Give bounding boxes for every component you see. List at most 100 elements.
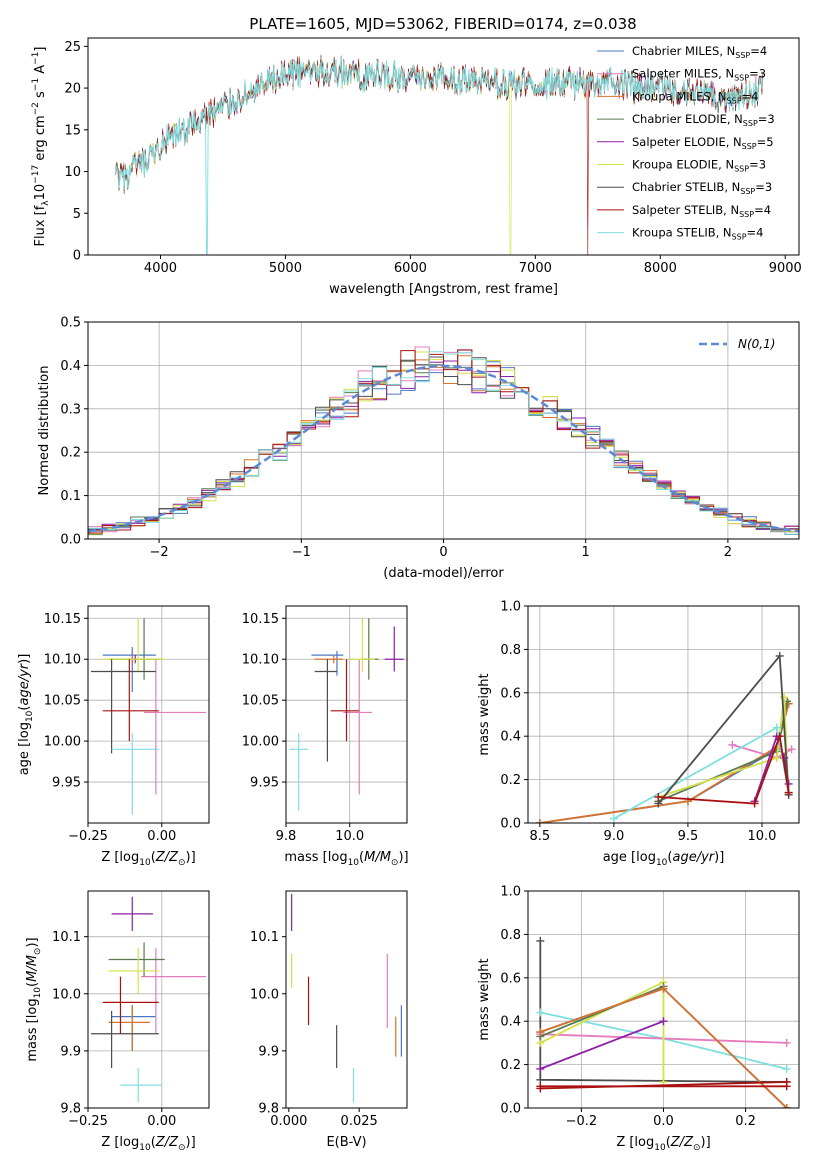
plot-area bbox=[115, 54, 764, 255]
weight-marker-salpeter-miles bbox=[787, 745, 796, 754]
y-tick-label: 10.05 bbox=[44, 694, 81, 709]
label-part: s bbox=[33, 91, 48, 102]
legend-count: =3 bbox=[758, 112, 775, 126]
label-part: wavelength [Angstrom, rest frame] bbox=[329, 282, 558, 297]
weight-line-kroupa-elodie bbox=[539, 980, 665, 1082]
label-part: ( bbox=[666, 1135, 671, 1150]
label-part: mass weight bbox=[477, 673, 492, 755]
label-part: Z/Z bbox=[155, 850, 179, 865]
weight-marker-salpeter-elodie bbox=[659, 1017, 668, 1026]
y-tick-label: 10.05 bbox=[242, 694, 279, 709]
y-axis-label: mass weight bbox=[477, 958, 492, 1040]
x-tick-label: 4000 bbox=[144, 261, 177, 276]
y-axis-label: age [log10(age/yr)] bbox=[17, 654, 35, 776]
legend-count: =4 bbox=[754, 203, 771, 217]
x-tick-label: 0.00 bbox=[147, 1114, 176, 1129]
legend-count: =4 bbox=[747, 226, 764, 240]
weight-line-salpeter-stelib bbox=[540, 1081, 787, 1090]
legend-subscript: SSP bbox=[739, 210, 754, 219]
legend-label: Kroupa ELODIE, N bbox=[632, 158, 734, 172]
label-part: −2 bbox=[31, 102, 41, 115]
spectrum-panel: 4000 5000 6000 7000 8000 9000 0 5 10 15 20 25 wavele… bbox=[31, 37, 802, 297]
weight-marker-kroupa-miles bbox=[659, 984, 668, 993]
x-axis-label: age [log10(age/yr)] bbox=[603, 850, 725, 868]
label-part: ] bbox=[33, 47, 48, 52]
legend-subscript: SSP bbox=[734, 74, 749, 83]
legend-subscript: SSP bbox=[732, 233, 747, 242]
y-tick-label: 0.6 bbox=[500, 971, 521, 986]
label-part: mass weight bbox=[477, 958, 492, 1040]
y-tick-label: 0.8 bbox=[500, 928, 521, 943]
legend-subscript: SSP bbox=[743, 119, 758, 128]
axes-frame bbox=[285, 890, 408, 1109]
y-tick-label: 9.8 bbox=[60, 1102, 81, 1117]
x-tick-label: 1 bbox=[582, 545, 590, 560]
weight-marker-kroupa-elodie bbox=[772, 753, 781, 762]
legend-label: Chabrier STELIB, N bbox=[632, 180, 740, 194]
legend-label: Chabrier MILES, N bbox=[632, 44, 735, 58]
legend-count: =3 bbox=[749, 158, 766, 172]
plot-area bbox=[88, 346, 799, 536]
y-tick-label: 25 bbox=[64, 40, 81, 55]
legend-entry-chabrier-miles: Chabrier MILES, NSSP=4 bbox=[632, 44, 767, 60]
plot-area bbox=[291, 893, 402, 1103]
weight-vs-age-panel: 8.5 9.0 9.5 10.0 0.0 0.2 0.4 0.6 0.8 1.0 age [log1… bbox=[477, 600, 800, 868]
spectrum-line-kroupa-stelib bbox=[115, 56, 764, 255]
x-axis-label: Z [log10(Z/Z⊙)] bbox=[101, 850, 195, 868]
plot-area bbox=[535, 651, 796, 823]
y-tick-label: 0.0 bbox=[500, 817, 521, 832]
label-part: age [log bbox=[603, 850, 656, 865]
label-part: )] bbox=[186, 1135, 196, 1150]
legend-subscript: SSP bbox=[727, 96, 742, 105]
y-tick-label: 0.4 bbox=[500, 730, 521, 745]
label-part: ⊙ bbox=[178, 1143, 186, 1153]
weight-marker-salpeter-miles bbox=[782, 1038, 791, 1047]
y-tick-label: 0.5 bbox=[60, 316, 81, 331]
y-axis-label: Normed distribution bbox=[37, 366, 52, 496]
x-tick-label: 9.8 bbox=[276, 829, 297, 844]
y-tick-label: 10.1 bbox=[52, 930, 81, 945]
label-part: Z [log bbox=[101, 1135, 139, 1150]
weight-marker-chabrier-stelib bbox=[775, 651, 784, 660]
weight-line-kroupa-miles bbox=[539, 703, 790, 823]
weight-marker-salpeter-stelib bbox=[775, 732, 784, 741]
y-tick-label: 15 bbox=[64, 123, 81, 138]
y-tick-label: 10.00 bbox=[44, 735, 81, 750]
label-part: 10 bbox=[654, 1143, 666, 1153]
x-tick-label: 9.0 bbox=[604, 829, 625, 844]
label-part: λ bbox=[41, 200, 51, 206]
y-tick-label: 9.95 bbox=[250, 776, 279, 791]
x-axis-label: (data-model)/error bbox=[383, 566, 504, 581]
y-tick-label: 0.2 bbox=[500, 773, 521, 788]
label-part: ( bbox=[151, 1135, 156, 1150]
y-tick-label: 10.15 bbox=[242, 612, 279, 627]
normal-reference-curve bbox=[88, 364, 799, 533]
y-tick-label: 0.8 bbox=[500, 643, 521, 658]
weight-marker-salpeter-stelib bbox=[784, 788, 793, 797]
y-axis-label: mass weight bbox=[477, 673, 492, 755]
plot-area bbox=[90, 896, 207, 1103]
legend-entry-kroupa-stelib: Kroupa STELIB, NSSP=4 bbox=[632, 226, 763, 242]
legend-subscript: SSP bbox=[740, 187, 755, 196]
weight-marker-kroupa-miles bbox=[536, 1028, 545, 1037]
weight-line-kroupa-stelib bbox=[613, 726, 790, 820]
weight-line-salpeter-elodie bbox=[539, 1020, 664, 1070]
weight-marker-salpeter-miles bbox=[728, 740, 737, 749]
y-tick-label: 5 bbox=[73, 207, 81, 222]
y-tick-label: 20 bbox=[64, 82, 81, 97]
label-part: Normed distribution bbox=[37, 366, 52, 496]
y-tick-label: 10 bbox=[64, 165, 81, 180]
weight-marker-salpeter-stelib bbox=[536, 1082, 545, 1091]
label-part: 10 bbox=[139, 858, 151, 868]
legend-count: =4 bbox=[750, 44, 767, 58]
legend-count: =3 bbox=[749, 67, 766, 81]
axes-frame bbox=[87, 37, 800, 256]
axes-frame bbox=[87, 890, 210, 1109]
label-part: M/M bbox=[364, 850, 391, 865]
y-tick-label: 0.0 bbox=[500, 1102, 521, 1117]
y-tick-label: 0 bbox=[73, 249, 81, 264]
y-tick-label: 9.95 bbox=[52, 776, 81, 791]
weight-marker-kroupa-stelib bbox=[536, 1008, 545, 1017]
